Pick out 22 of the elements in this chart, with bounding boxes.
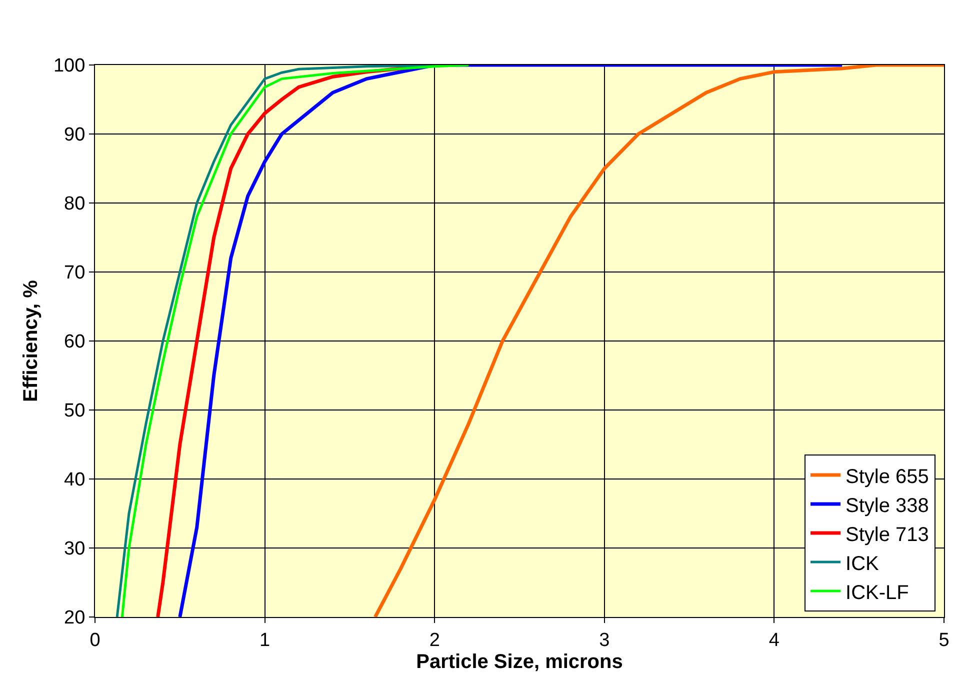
legend-label: Style 655	[846, 466, 929, 488]
x-tick-label: 5	[938, 630, 950, 651]
y-tick-label: 40	[64, 470, 86, 491]
y-tick-label: 30	[64, 538, 86, 560]
y-axis-title: Efficiency, %	[20, 280, 42, 402]
legend-label: Style 338	[846, 494, 929, 517]
x-axis-title: Particle Size, microns	[416, 650, 623, 673]
y-tick-label: 50	[64, 400, 86, 422]
legend-label: ICK-LF	[846, 582, 909, 604]
x-tick-label: 3	[599, 630, 610, 651]
y-tick-label: 100	[53, 56, 86, 77]
y-tick-label: 80	[64, 194, 86, 215]
legend-label: Style 713	[846, 524, 929, 546]
y-tick-label: 60	[64, 332, 86, 353]
y-tick-label: 70	[64, 262, 86, 284]
y-tick-label: 90	[64, 124, 86, 146]
x-tick-label: 0	[90, 630, 100, 651]
legend-label: ICK	[846, 552, 880, 575]
x-tick-label: 2	[429, 630, 440, 651]
x-tick-label: 1	[260, 630, 270, 651]
x-tick-label: 4	[768, 630, 780, 651]
y-tick-label: 20	[64, 608, 86, 629]
